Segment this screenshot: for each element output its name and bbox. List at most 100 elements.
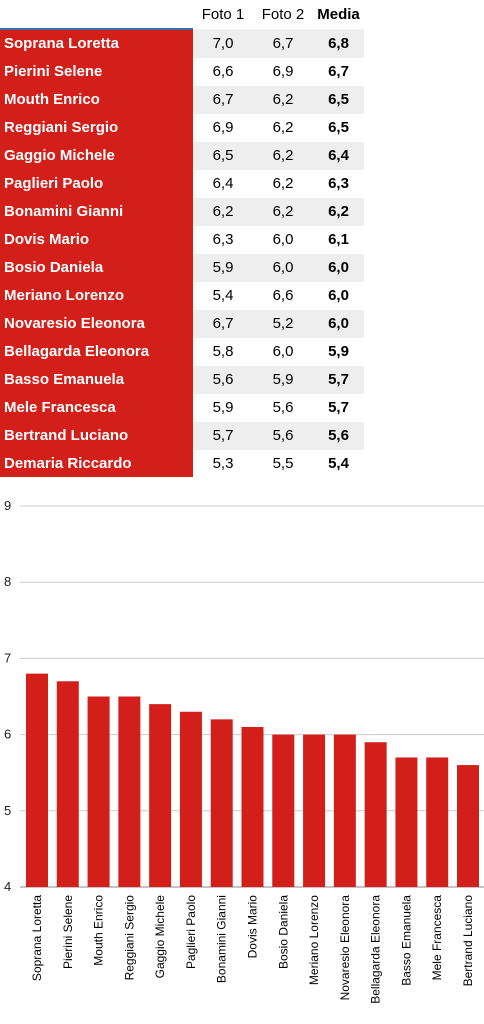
bar — [333, 734, 356, 887]
media-cell: 6,1 — [313, 225, 364, 254]
x-category-label: Basso Emanuela — [399, 895, 413, 986]
student-name-cell: Dovis Mario — [0, 225, 193, 254]
x-category-label: Reggiani Sergio — [122, 895, 136, 981]
student-name-cell: Bosio Daniela — [0, 253, 193, 282]
x-category-label: Bonamini Gianni — [215, 895, 229, 983]
student-name-cell: Pierini Selene — [0, 57, 193, 86]
bar — [179, 711, 202, 887]
media-cell: 6,5 — [313, 85, 364, 114]
foto2-cell: 6,0 — [253, 337, 313, 366]
foto1-cell: 5,8 — [193, 337, 253, 366]
foto2-cell: 6,7 — [253, 29, 313, 58]
table-row: Dovis Mario 6,3 6,0 6,1 — [0, 225, 364, 254]
student-name-cell: Mele Francesca — [0, 393, 193, 422]
bar — [426, 757, 449, 887]
student-name-cell: Bonamini Gianni — [0, 197, 193, 226]
x-category-label: Gaggio Michele — [153, 895, 167, 979]
header-foto1: Foto 1 — [193, 0, 253, 29]
foto2-cell: 6,0 — [253, 253, 313, 282]
table-row: Bellagarda Eleonora 5,8 6,0 5,9 — [0, 337, 364, 366]
bar — [364, 742, 387, 887]
media-cell: 5,4 — [313, 449, 364, 477]
foto2-cell: 6,2 — [253, 197, 313, 226]
x-category-label: Pierini Selene — [61, 895, 75, 969]
bar — [241, 726, 264, 887]
table-header-row: Foto 1 Foto 2 Media — [0, 0, 364, 30]
bar — [210, 719, 233, 887]
y-tick-label: 8 — [4, 574, 11, 589]
foto2-cell: 5,6 — [253, 421, 313, 450]
foto1-cell: 7,0 — [193, 29, 253, 58]
student-name-cell: Reggiani Sergio — [0, 113, 193, 142]
x-category-label: Bertrand Luciano — [461, 895, 475, 987]
table-row: Novaresio Eleonora 6,7 5,2 6,0 — [0, 309, 364, 338]
foto2-cell: 5,6 — [253, 393, 313, 422]
media-cell: 5,7 — [313, 393, 364, 422]
media-cell: 6,7 — [313, 57, 364, 86]
foto1-cell: 6,7 — [193, 85, 253, 114]
foto1-cell: 6,3 — [193, 225, 253, 254]
media-cell: 5,7 — [313, 365, 364, 394]
table-row: Reggiani Sergio 6,9 6,2 6,5 — [0, 113, 364, 142]
table-row: Demaria Riccardo 5,3 5,5 5,4 — [0, 449, 364, 477]
x-category-label: Bosio Daniela — [276, 895, 290, 969]
foto2-cell: 5,9 — [253, 365, 313, 394]
student-name-cell: Novaresio Eleonora — [0, 309, 193, 338]
bar — [149, 704, 172, 887]
bar — [272, 734, 295, 887]
student-name-cell: Mouth Enrico — [0, 85, 193, 114]
foto2-cell: 6,2 — [253, 85, 313, 114]
table-row: Bertrand Luciano 5,7 5,6 5,6 — [0, 421, 364, 450]
table-row: Meriano Lorenzo 5,4 6,6 6,0 — [0, 281, 364, 310]
table-row: Gaggio Michele 6,5 6,2 6,4 — [0, 141, 364, 170]
y-tick-label: 9 — [4, 498, 11, 513]
student-name-cell: Soprana Loretta — [0, 28, 193, 58]
foto1-cell: 6,5 — [193, 141, 253, 170]
foto2-cell: 6,2 — [253, 113, 313, 142]
media-cell: 6,0 — [313, 281, 364, 310]
foto1-cell: 5,3 — [193, 449, 253, 477]
foto1-cell: 6,7 — [193, 309, 253, 338]
x-category-label: Dovis Mario — [246, 895, 260, 959]
x-category-label: Novaresio Eleonora — [338, 895, 352, 1001]
media-cell: 6,5 — [313, 113, 364, 142]
x-category-label: Bellagarda Eleonora — [369, 895, 383, 1004]
bar — [118, 696, 141, 887]
student-name-cell: Demaria Riccardo — [0, 449, 193, 477]
y-tick-label: 5 — [4, 803, 11, 818]
media-cell: 5,9 — [313, 337, 364, 366]
foto2-cell: 5,5 — [253, 449, 313, 477]
scores-table-container: Foto 1 Foto 2 Media Soprana Loretta 7,0 6,… — [0, 0, 364, 477]
student-name-cell: Meriano Lorenzo — [0, 281, 193, 310]
x-category-label: Mouth Enrico — [92, 895, 106, 966]
foto1-cell: 5,6 — [193, 365, 253, 394]
foto2-cell: 5,2 — [253, 309, 313, 338]
table-row: Pierini Selene 6,6 6,9 6,7 — [0, 57, 364, 86]
foto1-cell: 5,4 — [193, 281, 253, 310]
media-cell: 6,3 — [313, 169, 364, 198]
bar — [303, 734, 326, 887]
student-name-cell: Bellagarda Eleonora — [0, 337, 193, 366]
foto2-cell: 6,2 — [253, 141, 313, 170]
media-cell: 6,8 — [313, 29, 364, 58]
table-row: Mele Francesca 5,9 5,6 5,7 — [0, 393, 364, 422]
student-name-cell: Paglieri Paolo — [0, 169, 193, 198]
bar — [56, 681, 79, 887]
media-cell: 6,0 — [313, 253, 364, 282]
header-foto2: Foto 2 — [253, 0, 313, 29]
media-cell: 5,6 — [313, 421, 364, 450]
table-row: Mouth Enrico 6,7 6,2 6,5 — [0, 85, 364, 114]
student-name-cell: Basso Emanuela — [0, 365, 193, 394]
x-category-label: Paglieri Paolo — [184, 895, 198, 969]
foto1-cell: 6,4 — [193, 169, 253, 198]
table-row: Basso Emanuela 5,6 5,9 5,7 — [0, 365, 364, 394]
y-tick-label: 4 — [4, 879, 11, 894]
foto1-cell: 6,6 — [193, 57, 253, 86]
y-tick-label: 6 — [4, 727, 11, 742]
media-cell: 6,2 — [313, 197, 364, 226]
foto2-cell: 6,9 — [253, 57, 313, 86]
media-bar-chart: 4 5 6 7 8 9 Soprana Loretta Pierini Selene Mouth… — [4, 498, 484, 1004]
media-cell: 6,0 — [313, 309, 364, 338]
foto2-cell: 6,0 — [253, 225, 313, 254]
x-category-label: Soprana Loretta — [30, 895, 44, 981]
